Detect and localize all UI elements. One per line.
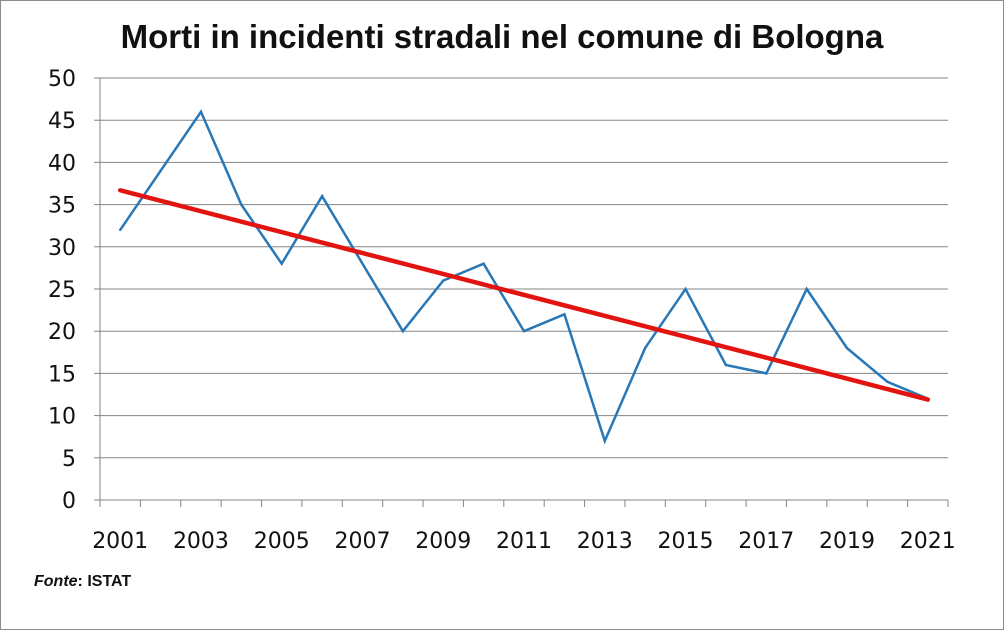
data-point (886, 380, 889, 384)
source-note: Fonte: ISTAT (34, 573, 131, 591)
x-tick-label: 2013 (577, 529, 633, 554)
y-tick-label: 30 (48, 236, 76, 261)
y-tick-label: 10 (48, 405, 76, 430)
x-tick-label: 2017 (738, 529, 794, 554)
data-point (684, 287, 687, 291)
trend-line (117, 188, 931, 402)
data-point (765, 372, 768, 375)
data-point (280, 262, 283, 265)
data-point (442, 279, 445, 282)
x-tick-label: 2011 (496, 529, 552, 554)
data-point (118, 228, 122, 232)
y-tick-label: 25 (48, 278, 76, 303)
x-tick-label: 2003 (173, 529, 229, 554)
x-tick-label: 2015 (658, 529, 714, 554)
y-tick-label: 40 (48, 151, 76, 176)
x-tick-label: 2007 (334, 529, 390, 554)
source-label: Fonte (34, 573, 78, 590)
data-point (724, 363, 728, 367)
y-tick-label: 20 (48, 320, 76, 345)
x-tick-label: 2021 (900, 529, 956, 554)
data-point (240, 203, 243, 206)
x-tick-label: 2001 (92, 529, 148, 554)
data-point (563, 313, 566, 316)
data-point (805, 287, 808, 291)
data-point (845, 346, 849, 350)
x-tick-label: 2009 (415, 529, 471, 554)
chart-title: Morti in incidenti stradali nel comune d… (120, 18, 884, 55)
y-tick-label: 5 (62, 447, 76, 472)
y-tick-label: 50 (48, 67, 76, 92)
y-tick-label: 15 (48, 362, 76, 387)
x-tick-label: 2005 (254, 529, 310, 554)
data-point (522, 330, 526, 333)
x-tick-label: 2019 (819, 529, 875, 554)
data-point (361, 262, 364, 265)
data-point (159, 169, 162, 173)
y-tick-label: 0 (62, 489, 76, 514)
data-point (401, 330, 405, 333)
series-line (119, 109, 929, 445)
data-point (482, 262, 485, 265)
data-point (199, 110, 203, 113)
data-point (643, 346, 647, 350)
y-tick-label: 45 (48, 109, 76, 134)
data-point (320, 194, 324, 198)
y-tick-label: 35 (48, 194, 76, 219)
data-point (603, 439, 606, 443)
source-value: : ISTAT (77, 573, 132, 590)
